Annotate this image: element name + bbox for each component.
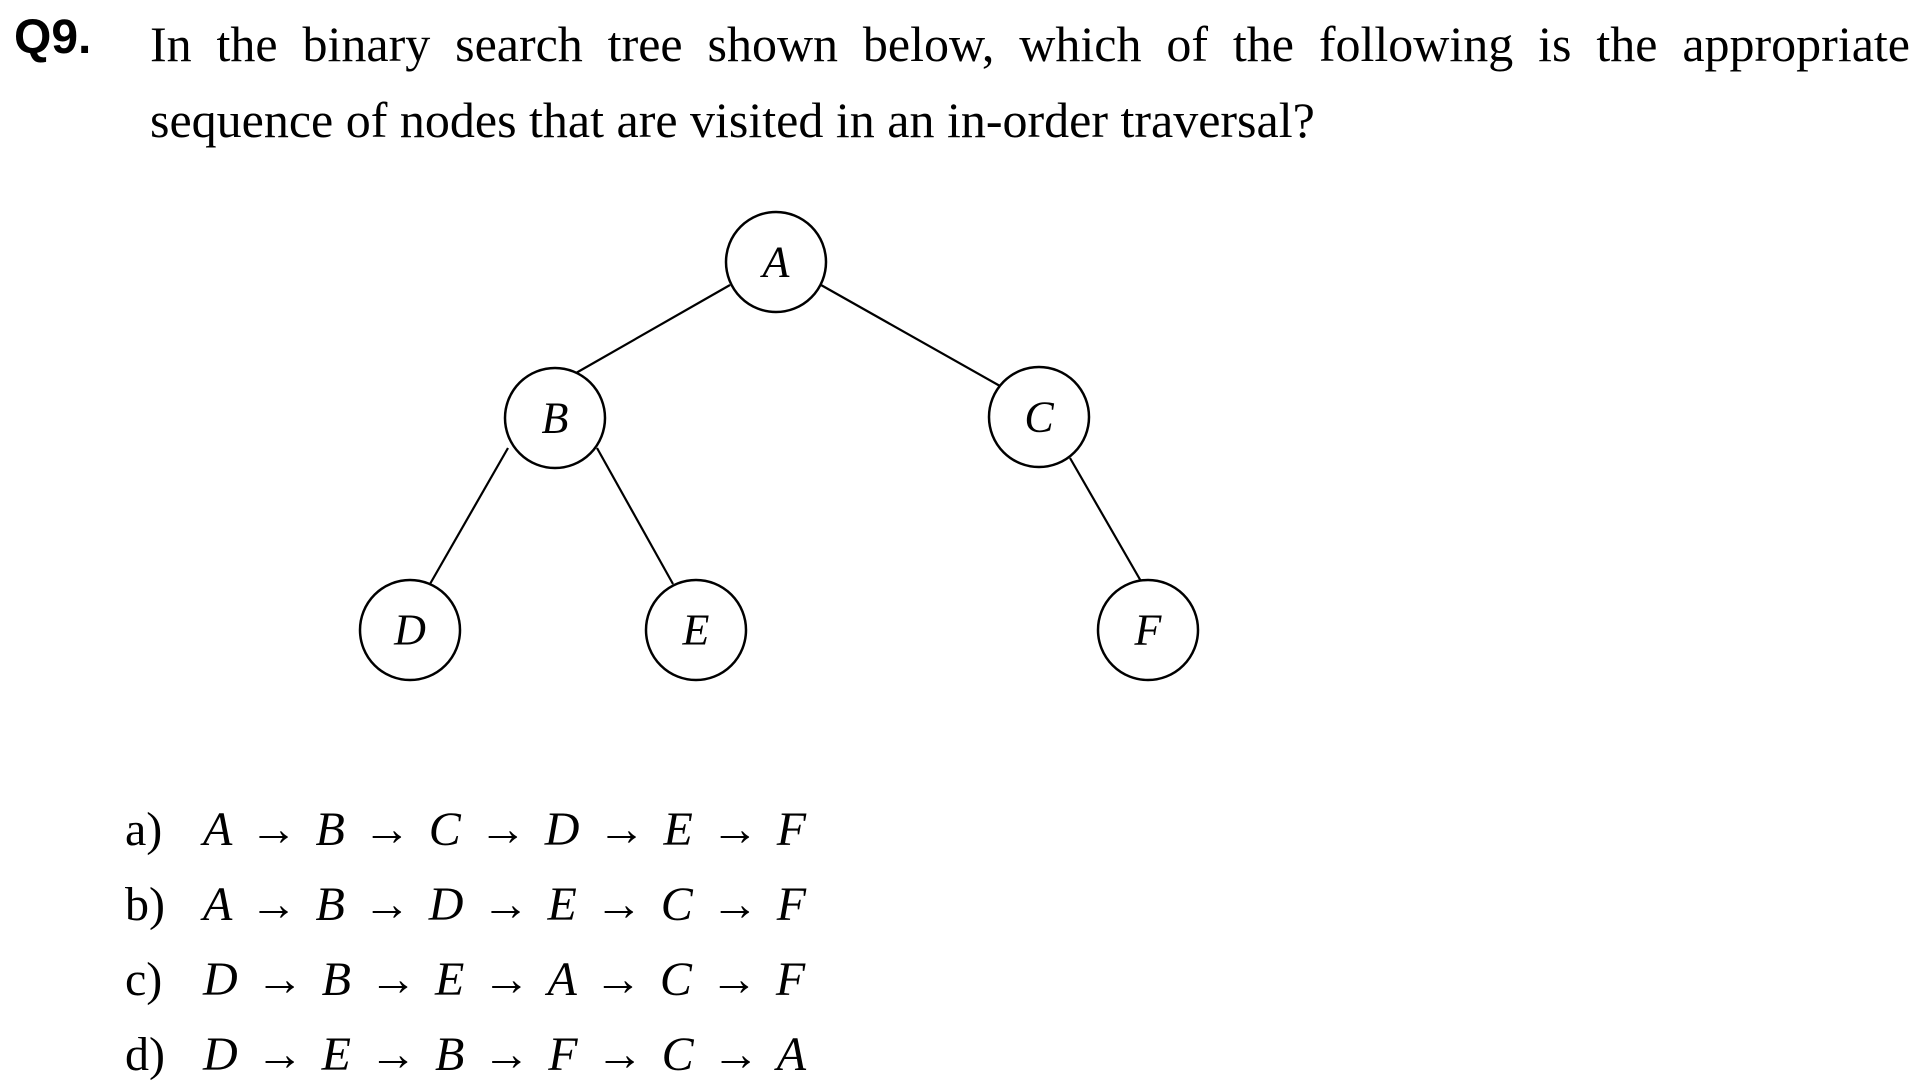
tree-node-c: C bbox=[987, 365, 1091, 469]
option-sequence: D → E → B → F → C → A bbox=[203, 1028, 807, 1081]
tree-node-e: E bbox=[644, 578, 748, 682]
option-d[interactable]: d) D → E → B → F → C → A bbox=[125, 1017, 806, 1092]
option-letter: c) bbox=[125, 953, 163, 1006]
question-number: Q9. bbox=[14, 11, 92, 64]
option-sequence: D → B → E → A → C → F bbox=[203, 953, 806, 1006]
node-label-b: B bbox=[542, 394, 569, 443]
option-a[interactable]: a) A → B → C → D → E → F bbox=[125, 792, 806, 867]
node-label-d: D bbox=[393, 606, 426, 655]
answer-options: a) A → B → C → D → E → F b) A → B → D → E … bbox=[125, 792, 806, 1092]
tree-node-f: F bbox=[1096, 578, 1200, 682]
option-sequence: A → B → D → E → C → F bbox=[203, 878, 807, 931]
option-b[interactable]: b) A → B → D → E → C → F bbox=[125, 867, 806, 942]
node-label-a: A bbox=[760, 238, 791, 287]
edge-c-f bbox=[1069, 457, 1143, 584]
tree-node-a: A bbox=[724, 210, 828, 314]
edge-a-c bbox=[820, 284, 1001, 387]
node-label-e: E bbox=[682, 606, 710, 655]
edge-b-e bbox=[596, 447, 674, 585]
option-c[interactable]: c) D → B → E → A → C → F bbox=[125, 942, 806, 1017]
edge-a-b bbox=[575, 284, 731, 374]
option-sequence: A → B → C → D → E → F bbox=[203, 803, 807, 856]
node-label-f: F bbox=[1134, 606, 1163, 655]
tree-node-d: D bbox=[358, 578, 462, 682]
node-label-c: C bbox=[1024, 393, 1054, 442]
option-letter: b) bbox=[125, 878, 165, 931]
option-letter: a) bbox=[125, 803, 163, 856]
option-letter: d) bbox=[125, 1028, 165, 1081]
tree-node-b: B bbox=[503, 366, 607, 470]
question-text: In the binary search tree shown below, w… bbox=[150, 16, 1910, 148]
edge-b-d bbox=[429, 447, 509, 585]
